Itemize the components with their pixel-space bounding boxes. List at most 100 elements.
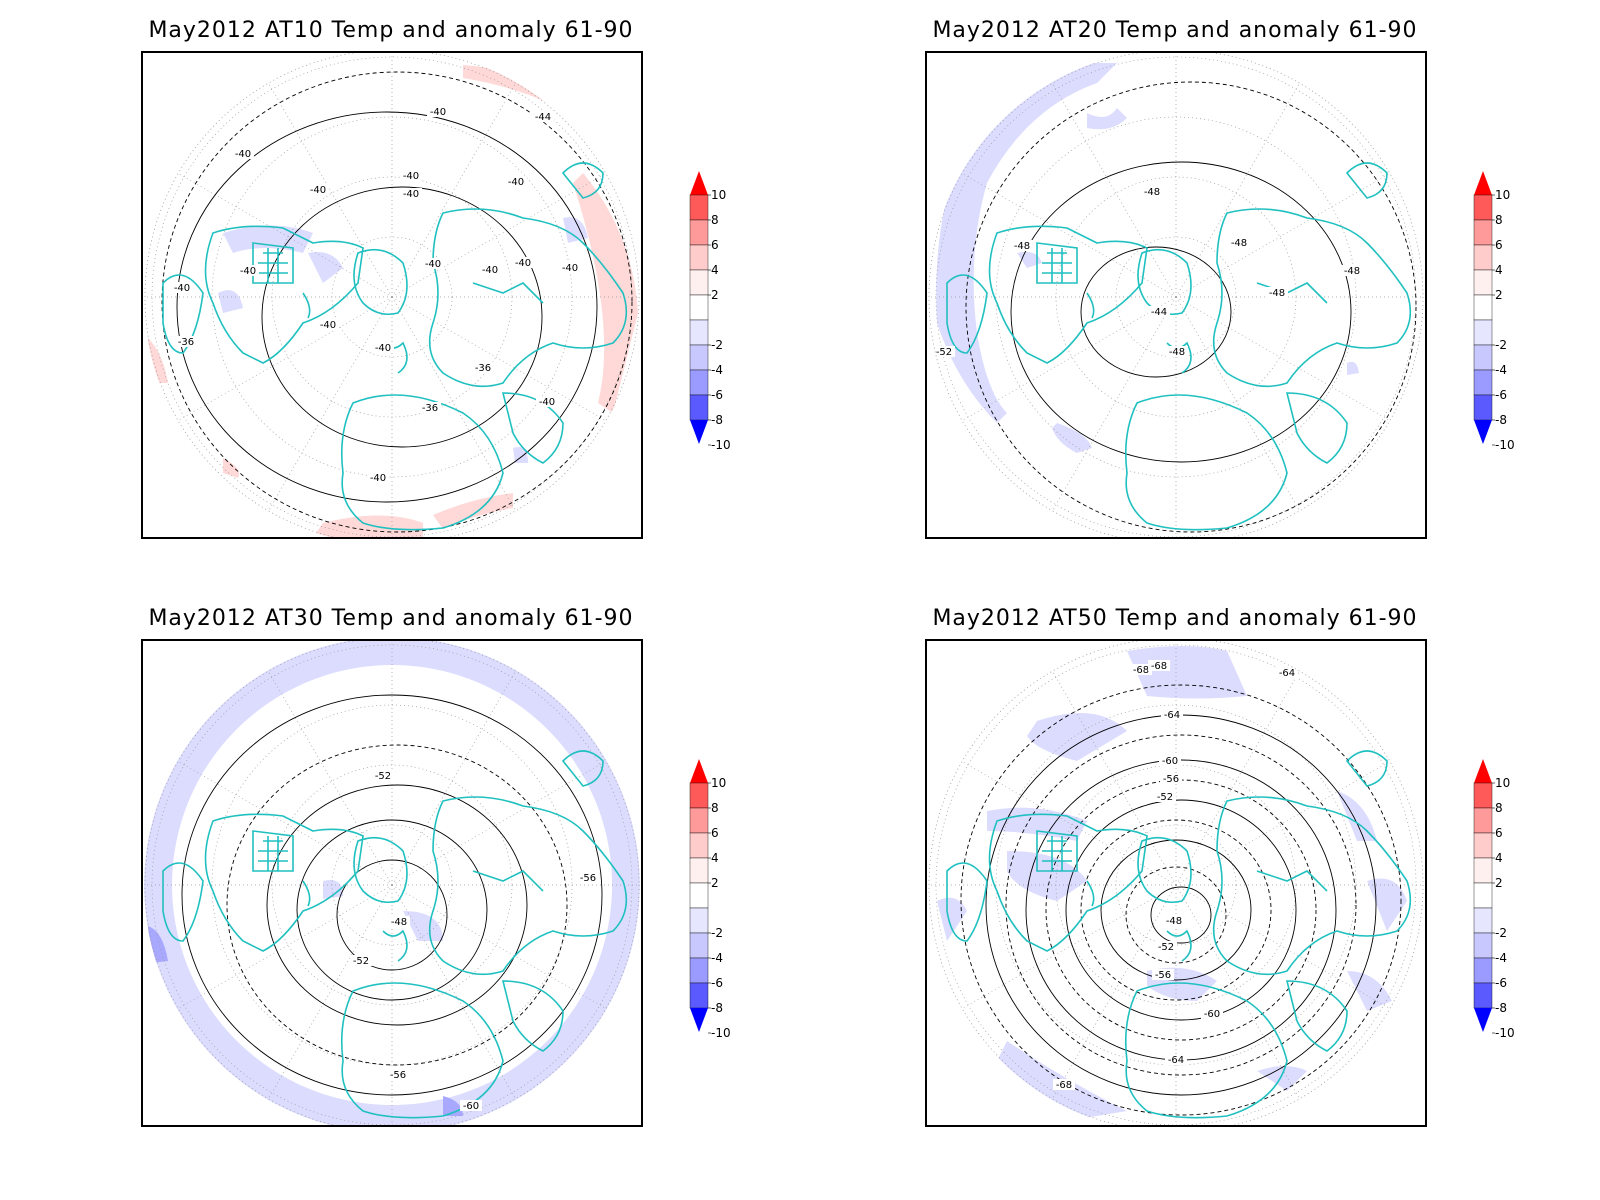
coastline-8	[1166, 929, 1192, 962]
colorbar-label: -2	[1495, 338, 1507, 352]
coastline-2	[1212, 796, 1412, 976]
contour-label: -36	[475, 363, 491, 374]
colorbar-label: -6	[711, 388, 723, 402]
coastline-5	[946, 274, 988, 354]
meridian-gridline-2	[1175, 884, 1301, 1100]
contour-label-bg	[387, 1069, 409, 1080]
coastline-10	[252, 242, 294, 284]
coastline-4	[1285, 980, 1348, 1052]
coastline-6	[1345, 750, 1388, 787]
contour-label: -40	[508, 177, 524, 188]
contour-label-bg	[400, 170, 422, 181]
anomaly-patch-5	[433, 493, 513, 529]
meridian-gridline-5	[177, 884, 393, 1010]
coastline-1	[353, 248, 408, 316]
colorbar-bottom-arrow	[1474, 420, 1492, 444]
colorbar-swatch	[689, 369, 709, 396]
meridian-gridline-7	[961, 172, 1177, 298]
colorbar-swatch	[1473, 882, 1493, 909]
colorbar-label: -2	[1495, 926, 1507, 940]
contour-label: -56	[580, 873, 596, 884]
anomaly-patch-5	[1347, 971, 1392, 1011]
meridian-gridline-1	[1175, 884, 1391, 1010]
contour-label: -40	[310, 185, 326, 196]
colorbar-swatch	[689, 957, 709, 984]
contour-label-bg	[372, 342, 394, 353]
contour-label-bg	[1130, 664, 1152, 675]
contour-label-bg	[479, 264, 501, 275]
contour-label-bg	[367, 472, 389, 483]
colorbar-label: -8	[711, 413, 723, 427]
coastline-2	[428, 208, 628, 388]
contour-label: -48	[1166, 916, 1182, 927]
contour-label-bg	[307, 184, 329, 195]
colorbar-label: 2	[711, 876, 719, 890]
anomaly-patch-4	[1347, 361, 1359, 375]
anomaly-patch-0	[144, 641, 640, 1125]
panel-1-colorbar: 10 8 6 4 2 -2 -4 -6 -8 -10	[689, 171, 731, 452]
contour-label-bg	[372, 770, 394, 781]
anomaly-patch-2	[1017, 251, 1042, 268]
anomaly-patch-0	[1127, 646, 1247, 699]
contour-label-bg	[350, 955, 372, 966]
colorbar-label: 8	[1495, 213, 1503, 227]
colorbar-label: -10	[1495, 1026, 1515, 1040]
colorbar-label: -10	[711, 1026, 731, 1040]
contour-label: -48	[1231, 238, 1247, 249]
colorbar-label: 8	[1495, 801, 1503, 815]
contour-label: -40	[515, 258, 531, 269]
contour-label: -40	[240, 266, 256, 277]
contour-label: -40	[375, 343, 391, 354]
meridian-gridline-5	[177, 296, 393, 422]
coastline-6	[1345, 162, 1388, 199]
colorbar-bottom-arrow	[690, 1008, 708, 1032]
colorbar-label: -6	[1495, 976, 1507, 990]
colorbar-swatch	[689, 807, 709, 834]
coastline-0	[988, 813, 1148, 952]
colorbar-bottom-arrow	[1474, 1008, 1492, 1032]
anomaly-patch-3	[1052, 423, 1092, 453]
colorbar-label: 6	[1495, 826, 1503, 840]
colorbar-swatch	[1473, 832, 1493, 859]
contour-label-bg	[232, 148, 254, 159]
coastline-0	[204, 225, 364, 364]
panel-1-map: -40 -40 -40 -40 -40 -40 -40 -40 -40 -40 -40 -40 -40 -…	[141, 51, 643, 539]
contour-label-bg	[1154, 791, 1176, 802]
contour-label-bg	[1148, 306, 1170, 317]
colorbar-label: 10	[711, 776, 726, 790]
colorbar-swatch	[1473, 319, 1493, 346]
colorbar-label: -6	[711, 976, 723, 990]
meridian-gridline-11	[391, 172, 607, 298]
colorbar-label: -4	[1495, 363, 1507, 377]
coastline-6	[561, 750, 604, 787]
panel-3-polar-map: -52 -48 -52 -56 -56 -60	[144, 641, 640, 1125]
contour-label: -44	[535, 112, 551, 123]
colorbar-swatch	[1473, 932, 1493, 959]
colorbar-label: -8	[1495, 413, 1507, 427]
contour-label: -48	[1344, 266, 1360, 277]
anomaly-patch-4	[223, 458, 239, 478]
temperature-contour-2	[1080, 246, 1232, 378]
coastline-7	[302, 880, 311, 907]
contour-label-bg	[1155, 941, 1177, 952]
meridian-gridline-2	[1175, 296, 1301, 512]
temperature-contour-4	[336, 859, 448, 971]
panel-4-map: -68 -68 -64 -60 -56 -52 -48 -52 -56 -60 -64 -64 -68	[925, 639, 1427, 1127]
contour-label: -44	[1151, 307, 1167, 318]
colorbar-label: 4	[711, 851, 719, 865]
contour-label: -64	[1164, 710, 1180, 721]
meridian-gridline-8	[267, 82, 393, 298]
coastline-3	[1124, 394, 1288, 531]
coastline-2	[428, 796, 628, 976]
colorbar-label: 6	[711, 238, 719, 252]
panel-2-title: May2012 AT20 Temp and anomaly 61-90	[932, 18, 1418, 43]
coastline-0	[204, 813, 364, 952]
coastline-1	[353, 836, 408, 904]
contour-label: -64	[1279, 668, 1295, 679]
meridian-gridline-10	[1175, 670, 1301, 886]
panel-1-title: May2012 AT10 Temp and anomaly 61-90	[148, 18, 634, 43]
meridian-gridline-10	[391, 82, 517, 298]
colorbar-label: -4	[1495, 951, 1507, 965]
colorbar-swatch	[1473, 394, 1493, 421]
contour-label: -68	[1056, 1080, 1072, 1091]
